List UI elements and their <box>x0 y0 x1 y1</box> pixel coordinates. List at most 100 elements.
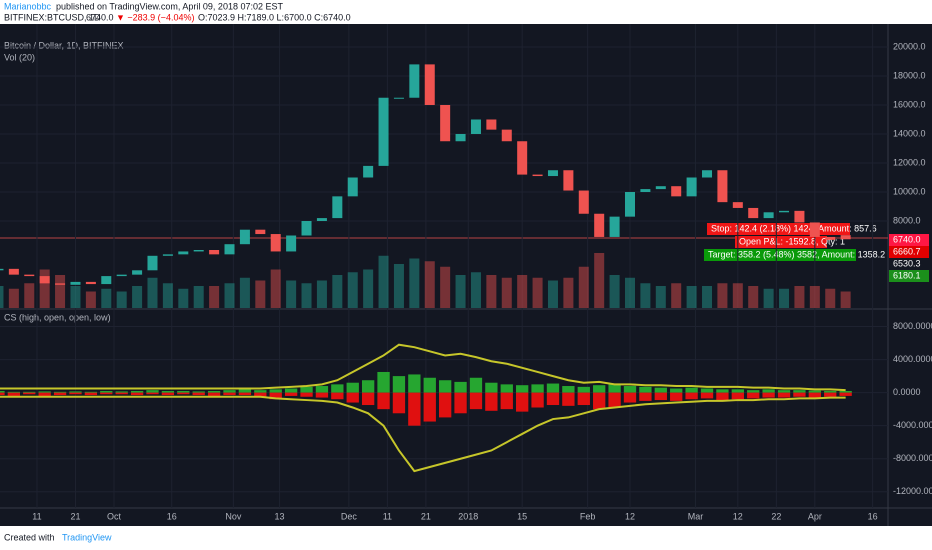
candle <box>332 196 343 219</box>
indicator-bar <box>608 392 621 408</box>
created-with: Created with <box>4 532 55 542</box>
candle <box>132 270 143 275</box>
candle <box>532 174 543 177</box>
volume-bar <box>794 286 805 308</box>
indicator-bar <box>577 392 590 406</box>
candle <box>393 97 404 99</box>
indicator-bar <box>0 392 5 396</box>
indicator-bar <box>731 392 744 400</box>
indicator-bar <box>84 391 98 393</box>
indicator-bar <box>100 390 113 393</box>
indicator-bar <box>254 392 267 397</box>
indicator-bar <box>269 389 282 393</box>
ticker: BITFINEX:BTCUSD, 1D <box>4 12 101 22</box>
indicator-bar <box>623 386 637 393</box>
indicator-bar <box>824 390 837 393</box>
volume-bar <box>270 269 281 308</box>
volume-bar <box>55 275 66 308</box>
indicator-bar <box>284 388 298 393</box>
volume-bar <box>455 275 466 308</box>
indicator-bar <box>716 392 729 401</box>
volume-bar <box>316 280 327 308</box>
indicator-bar <box>531 384 544 393</box>
x-tick-label: 12 <box>733 511 743 521</box>
author[interactable]: Marianobbc <box>4 1 52 11</box>
indicator-bar <box>469 392 483 410</box>
indicator-bar <box>654 392 667 401</box>
candle <box>193 249 204 252</box>
indicator-bar <box>731 389 744 393</box>
x-tick-label: 2018 <box>458 511 478 521</box>
indicator-bar <box>438 380 452 393</box>
indicator-bar <box>53 392 67 396</box>
candle <box>55 283 66 285</box>
y-tick-label: -12000.0000 <box>893 486 932 496</box>
x-tick-label: 16 <box>167 511 177 521</box>
indicator-bar <box>747 392 760 399</box>
x-tick-label: 12 <box>625 511 635 521</box>
x-tick-label: 13 <box>275 511 285 521</box>
indicator-bar <box>331 392 344 400</box>
candle <box>717 170 728 203</box>
indicator-bar <box>361 392 375 406</box>
indicator-bar <box>38 392 51 397</box>
price-tag <box>889 270 929 282</box>
price-tag <box>889 258 929 270</box>
candle <box>378 97 389 166</box>
volume-bar <box>0 286 4 308</box>
chart-bg <box>0 24 932 526</box>
indicator-bar <box>346 392 359 403</box>
candle <box>101 276 112 285</box>
indicator-bar <box>577 386 590 393</box>
y-tick-label: -8000.0000 <box>893 453 932 463</box>
indicator-bar <box>716 389 729 393</box>
x-tick-label: Apr <box>808 511 822 521</box>
candle <box>671 186 682 197</box>
indicator-bar <box>115 392 128 395</box>
candle <box>809 222 820 237</box>
indicator-bar <box>192 391 205 393</box>
y-tick-label: 14000.0 <box>893 128 926 138</box>
volume-bar <box>209 286 220 308</box>
x-tick-label: 21 <box>421 511 431 521</box>
candle <box>424 64 435 105</box>
volume-bar <box>193 286 204 308</box>
volume-bar <box>178 288 189 308</box>
candle <box>116 274 127 277</box>
indicator-bar <box>392 392 406 414</box>
y-tick-label: 4000.0000 <box>893 354 932 364</box>
pnl-box <box>735 236 827 248</box>
volume-bar <box>24 283 35 308</box>
stop-label: Stop: 142.4 (2.18%) 1424, Amount: 857.6 <box>711 223 877 233</box>
indicator-bar <box>7 391 21 393</box>
indicator-bar <box>808 390 821 393</box>
indicator-bar <box>392 376 406 393</box>
indicator-bar <box>777 390 791 393</box>
x-tick-label: 16 <box>868 511 878 521</box>
volume-bar <box>563 277 574 308</box>
volume-bar <box>702 286 713 308</box>
indicator-bar <box>700 388 714 393</box>
indicator-bar <box>53 391 67 393</box>
volume-bar <box>517 275 528 308</box>
candle <box>624 191 636 217</box>
x-tick-label: 11 <box>383 511 392 521</box>
indicator-bar <box>7 392 21 396</box>
indicator-bar <box>161 392 175 396</box>
volume-bar <box>255 280 266 308</box>
indicator-bar <box>84 392 98 396</box>
volume-bar <box>363 269 374 308</box>
indicator-bar <box>639 392 652 401</box>
volume-bar <box>686 286 697 308</box>
candle <box>578 190 589 214</box>
candle <box>270 234 281 252</box>
candle <box>655 186 666 190</box>
indicator-bar <box>408 392 421 426</box>
brand[interactable]: TradingView <box>62 532 112 542</box>
volume-bar <box>609 275 620 308</box>
candle <box>162 254 173 256</box>
candle <box>825 236 836 240</box>
candle <box>409 64 420 98</box>
indicator-bar <box>269 392 282 400</box>
